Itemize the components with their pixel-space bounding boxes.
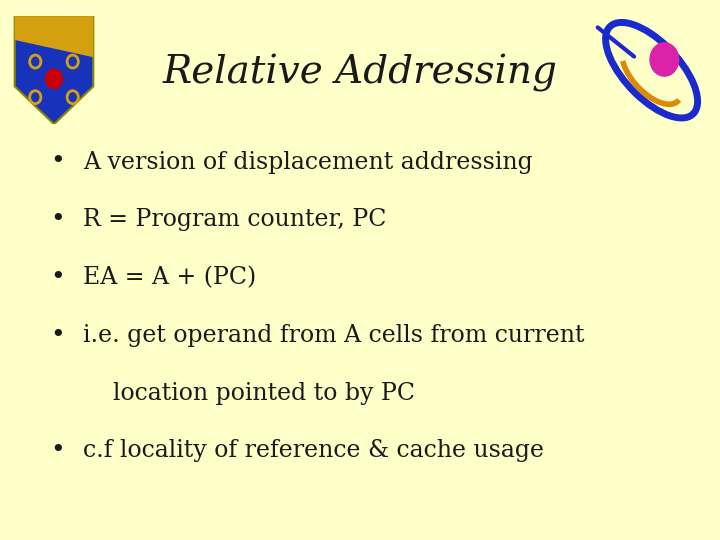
Circle shape [45, 69, 63, 89]
Text: •: • [50, 151, 65, 173]
Text: •: • [50, 440, 65, 462]
Text: R = Program counter, PC: R = Program counter, PC [83, 208, 386, 231]
Circle shape [650, 43, 679, 76]
Text: Relative Addressing: Relative Addressing [163, 54, 557, 92]
Text: c.f locality of reference & cache usage: c.f locality of reference & cache usage [83, 440, 544, 462]
Text: i.e. get operand from A cells from current: i.e. get operand from A cells from curre… [83, 324, 585, 347]
Text: location pointed to by PC: location pointed to by PC [83, 382, 415, 404]
Text: •: • [50, 324, 65, 347]
Polygon shape [14, 16, 94, 124]
Text: •: • [50, 208, 65, 231]
Text: EA = A + (PC): EA = A + (PC) [83, 266, 256, 289]
Text: A version of displacement addressing: A version of displacement addressing [83, 151, 533, 173]
Polygon shape [14, 16, 94, 57]
Text: •: • [50, 266, 65, 289]
